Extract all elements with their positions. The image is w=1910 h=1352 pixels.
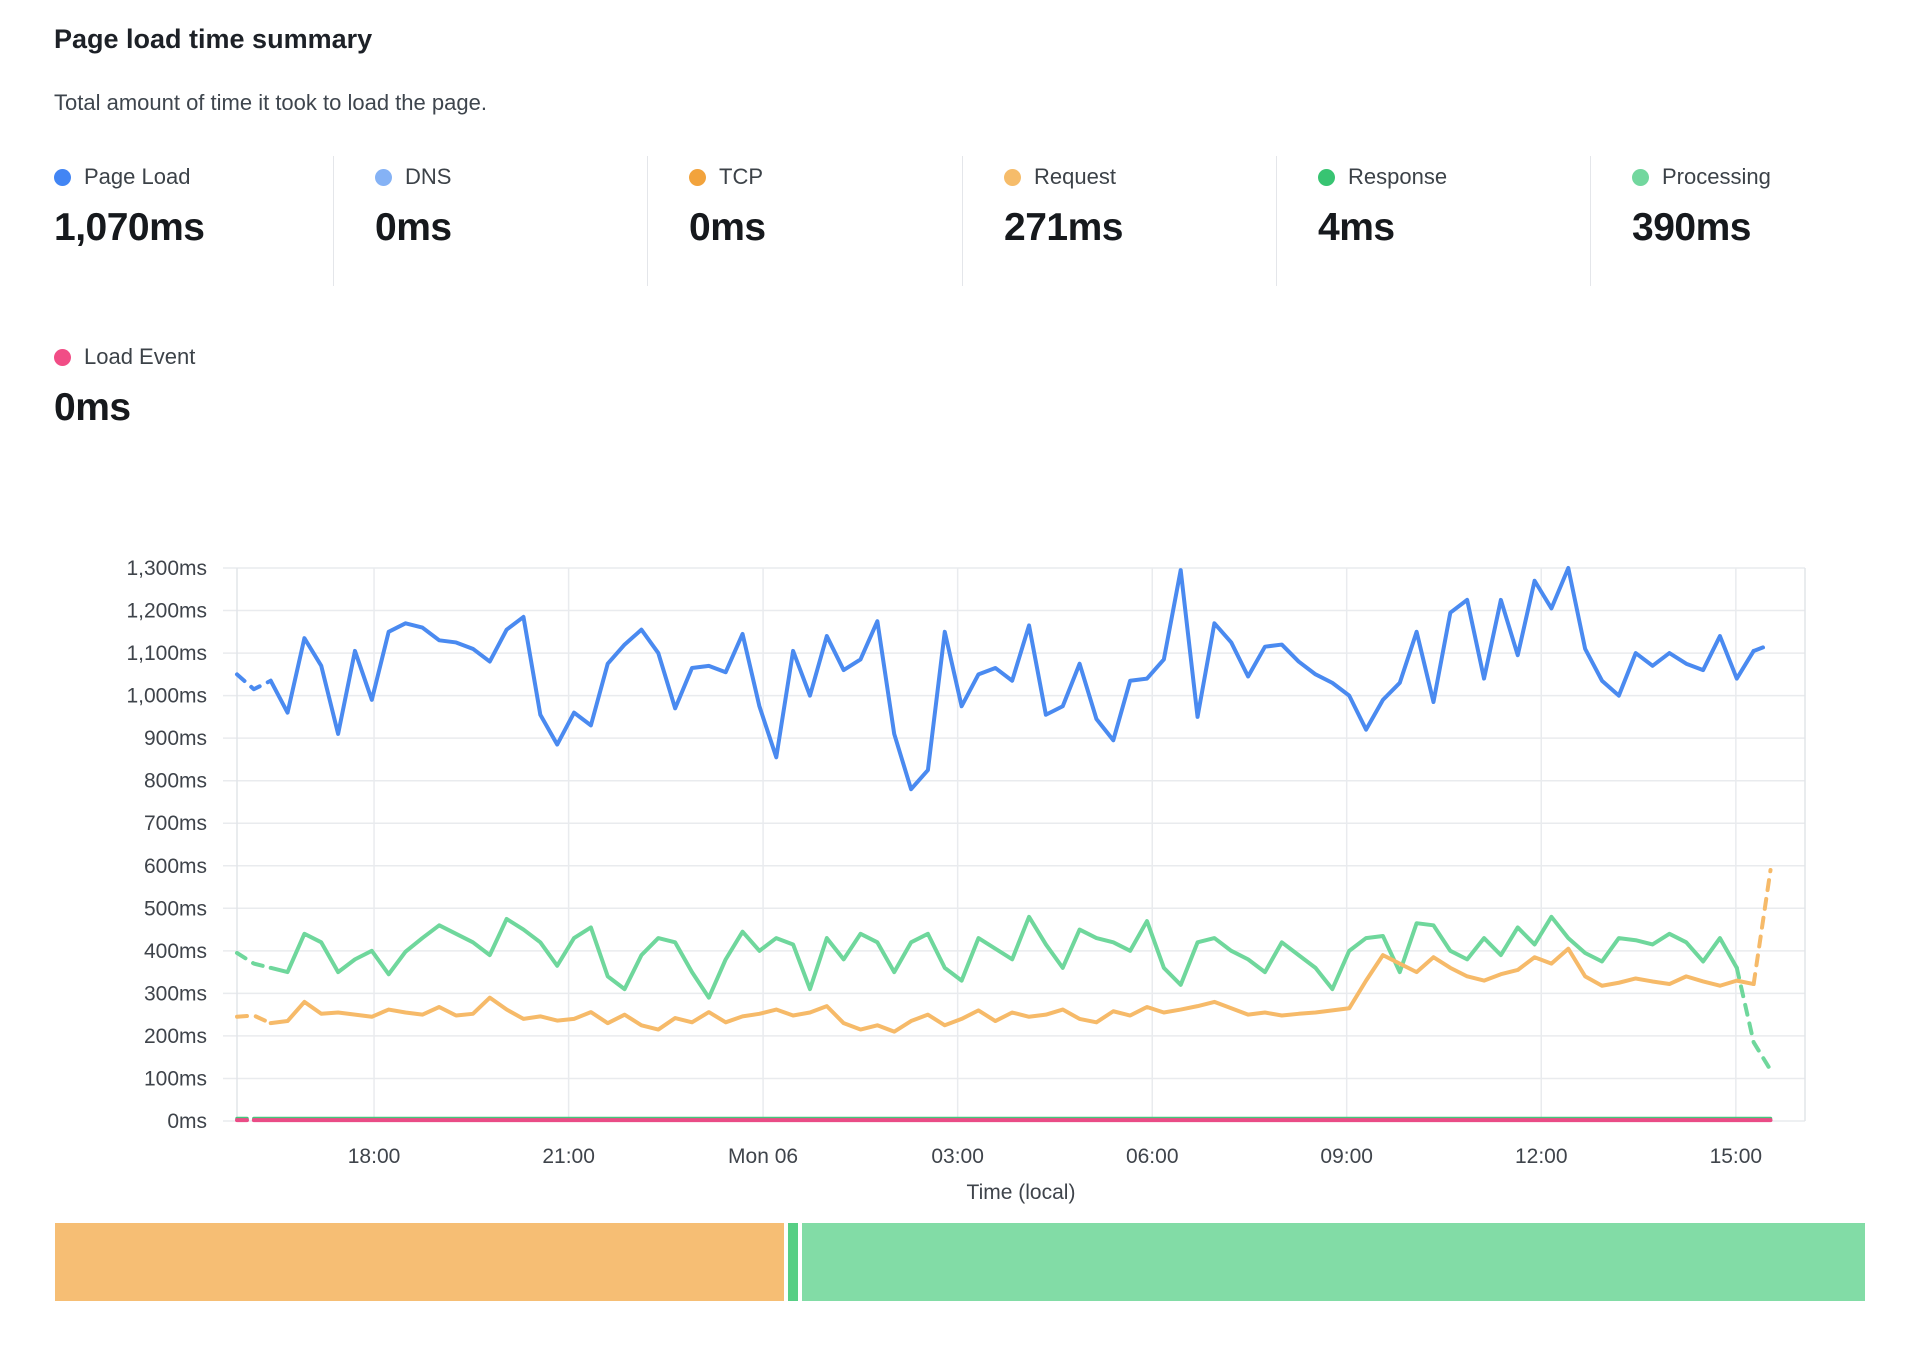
x-tick-label: 18:00 xyxy=(348,1145,401,1168)
metric-label: Response xyxy=(1348,164,1448,189)
y-tick-label: 1,200ms xyxy=(126,600,207,623)
y-tick-label: 1,300ms xyxy=(126,557,207,580)
response-dot-icon xyxy=(1318,168,1335,186)
series-page-load-dashed xyxy=(235,672,273,692)
request-dot-icon xyxy=(1004,168,1021,186)
metric-request: Request 271ms xyxy=(962,156,1276,286)
tcp-dot-icon xyxy=(689,168,706,186)
x-tick-label: 21:00 xyxy=(542,1145,595,1168)
y-tick-label: 500ms xyxy=(144,897,207,920)
page-load-dot-icon xyxy=(54,168,71,186)
processing-dot-icon xyxy=(1632,168,1649,186)
load-event-dot-icon xyxy=(54,348,71,366)
metric-label: Page Load xyxy=(84,164,191,189)
timeline-orange-segment xyxy=(55,1223,784,1301)
x-tick-label: 09:00 xyxy=(1320,1145,1373,1168)
metric-tcp: TCP 0ms xyxy=(647,156,962,286)
y-tick-label: 700ms xyxy=(144,812,207,835)
y-tick-label: 200ms xyxy=(144,1025,207,1048)
x-tick-label: Mon 06 xyxy=(728,1145,798,1168)
page-title: Page load time summary xyxy=(54,24,373,54)
metric-label: Load Event xyxy=(84,344,196,369)
timeline-bar xyxy=(55,1223,1865,1301)
series-page-load-line xyxy=(268,566,1756,792)
metric-value: 271ms xyxy=(1004,206,1123,249)
series-processing-dashed xyxy=(1734,965,1773,1072)
x-tick-label: 06:00 xyxy=(1126,1145,1179,1168)
load-time-chart[interactable]: 0ms 100ms 200ms 300ms 400ms 500ms 600ms 700ms 80… xyxy=(90,544,1830,1220)
series-processing-line xyxy=(268,914,1739,1000)
metric-label: DNS xyxy=(405,164,452,189)
y-tick-label: 800ms xyxy=(144,770,207,793)
page-subtitle: Total amount of time it took to load the… xyxy=(54,90,487,115)
x-axis-title: Time (local) xyxy=(967,1181,1076,1204)
x-tick-label: 12:00 xyxy=(1515,1145,1568,1168)
y-tick-label: 1,000ms xyxy=(126,685,207,708)
timeline-green-sliver-segment xyxy=(787,1223,798,1301)
metric-response: Response 4ms xyxy=(1276,156,1590,286)
y-tick-label: 400ms xyxy=(144,940,207,963)
y-tick-label: 600ms xyxy=(144,855,207,878)
series-request-line xyxy=(268,946,1756,1034)
metric-value: 390ms xyxy=(1632,206,1751,249)
metric-value: 1,070ms xyxy=(54,206,205,249)
series-request-dashed xyxy=(235,1013,273,1026)
metric-processing: Processing 390ms xyxy=(1590,156,1906,286)
y-tick-label: 1,100ms xyxy=(126,642,207,665)
metric-value: 0ms xyxy=(375,206,452,249)
y-tick-label: 100ms xyxy=(144,1067,207,1090)
series-request-dashed xyxy=(1751,868,1773,987)
series-page-load-dashed xyxy=(1751,642,1773,653)
metric-value: 4ms xyxy=(1318,206,1395,249)
metric-label: Request xyxy=(1034,164,1116,189)
y-tick-label: 300ms xyxy=(144,982,207,1005)
y-tick-label: 900ms xyxy=(144,727,207,750)
y-tick-label: 0ms xyxy=(167,1110,207,1133)
metric-value: 0ms xyxy=(689,206,766,249)
x-tick-label: 15:00 xyxy=(1710,1145,1763,1168)
timeline-green-segment xyxy=(801,1223,1865,1301)
metric-page-load: Page Load 1,070ms xyxy=(44,156,333,286)
metric-label: TCP xyxy=(719,164,763,189)
metric-dns: DNS 0ms xyxy=(333,156,647,286)
dns-dot-icon xyxy=(375,168,392,186)
x-tick-label: 03:00 xyxy=(931,1145,984,1168)
series-processing-dashed xyxy=(235,950,273,970)
metric-value: 0ms xyxy=(54,386,131,429)
metric-label: Processing xyxy=(1662,164,1771,189)
metric-load-event: Load Event 0ms xyxy=(54,336,195,430)
metrics-row: Page Load 1,070ms DNS 0ms TCP 0ms Reques… xyxy=(0,156,1910,288)
